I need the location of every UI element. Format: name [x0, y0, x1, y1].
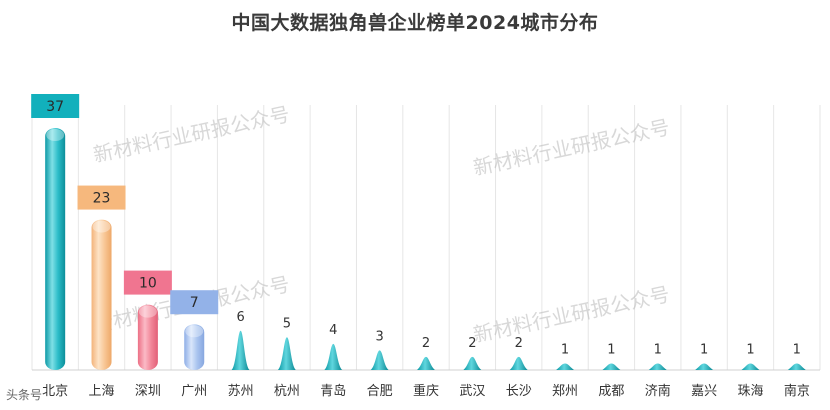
x-tick-label: 重庆 [413, 383, 439, 399]
x-tick-label: 合肥 [367, 384, 393, 399]
bar [556, 363, 575, 370]
x-tick-label: 嘉兴 [691, 384, 717, 399]
x-tick-label: 深圳 [135, 384, 161, 399]
data-label: 1 [700, 342, 708, 357]
bar [648, 363, 667, 370]
bar [184, 324, 205, 370]
data-label: 1 [607, 342, 615, 357]
x-tick-label: 上海 [89, 384, 115, 399]
bar [91, 219, 112, 370]
x-tick-label: 苏州 [228, 383, 254, 399]
data-label: 10 [139, 276, 157, 292]
x-tick-label: 成都 [598, 384, 624, 399]
data-label: 23 [93, 191, 111, 207]
data-label: 6 [236, 310, 244, 325]
footer-source-mark: 头条号 [6, 388, 43, 402]
data-label: 37 [46, 99, 64, 115]
bar-cap [138, 305, 157, 318]
data-label: 5 [283, 316, 291, 331]
chart-title: 中国大数据独角兽企业榜单2024城市分布 [231, 12, 599, 34]
x-tick-label: 青岛 [320, 383, 346, 399]
x-tick-label: 济南 [645, 383, 671, 399]
x-tick-label: 武汉 [459, 384, 485, 399]
data-label: 1 [654, 342, 662, 357]
bar [463, 356, 482, 370]
data-label: 3 [376, 329, 384, 344]
bar [370, 350, 389, 370]
watermark-text: 新材料行业研报公众号 [471, 282, 672, 347]
data-label: 1 [746, 342, 754, 357]
bar [277, 337, 296, 370]
x-tick-label: 长沙 [506, 384, 532, 399]
labels: 37 北京 23 上海 10 深圳 7 广州 6 苏州 5 杭州 4 青岛 3 合肥 2 重庆 2 武汉 2 长沙 1 郑州 1… [31, 94, 810, 399]
bar [787, 363, 806, 370]
watermark-text: 新材料行业研报公众号 [91, 102, 292, 167]
bar [137, 304, 158, 370]
bar [417, 356, 435, 370]
bar-cap [92, 220, 111, 233]
value-badge [31, 94, 80, 118]
x-tick-label: 广州 [181, 384, 207, 399]
x-tick-label: 北京 [42, 384, 68, 399]
x-tick-label: 珠海 [737, 384, 763, 399]
value-badge [123, 270, 172, 295]
bar [695, 363, 714, 370]
bar-cap [185, 325, 204, 338]
bar [231, 330, 250, 370]
data-label: 1 [561, 342, 569, 357]
watermark-text: 新材料行业研报公众号 [471, 115, 672, 180]
data-label: 7 [190, 295, 199, 311]
data-label: 1 [793, 342, 801, 357]
value-badge [170, 290, 219, 315]
x-tick-label: 郑州 [552, 384, 578, 399]
bar [324, 343, 343, 370]
value-badge [77, 185, 126, 210]
bar [45, 128, 66, 370]
data-label: 2 [468, 336, 476, 351]
bar [741, 363, 760, 370]
bars [45, 128, 806, 370]
data-label: 4 [329, 323, 337, 338]
data-label: 2 [515, 336, 523, 351]
data-label: 2 [422, 336, 430, 351]
bar [602, 363, 621, 370]
bar [509, 356, 528, 370]
x-tick-label: 杭州 [274, 384, 300, 399]
bar-cap [46, 129, 65, 141]
x-tick-label: 南京 [784, 383, 810, 399]
